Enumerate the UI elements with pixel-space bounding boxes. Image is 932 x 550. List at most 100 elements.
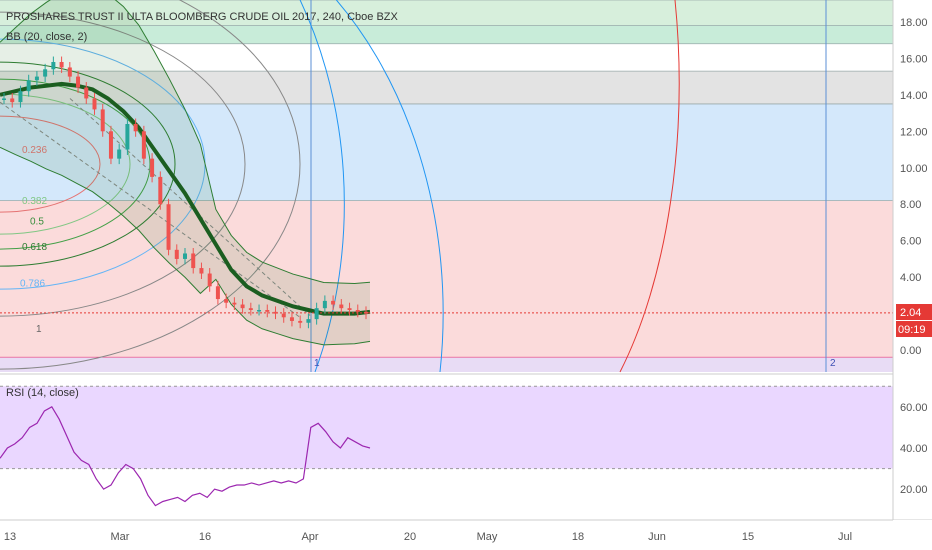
fib-level-label-4: 0.786 bbox=[20, 278, 45, 289]
time-fib-label-1: 2 bbox=[830, 358, 836, 369]
candle-body bbox=[76, 76, 81, 88]
candle-body bbox=[84, 87, 89, 99]
candle-body bbox=[289, 317, 294, 321]
fib-level-label-3: 0.618 bbox=[22, 242, 47, 253]
candle-body bbox=[207, 273, 212, 287]
candle-body bbox=[18, 91, 23, 103]
candle-body bbox=[51, 62, 56, 70]
fib-level-label-5: 1 bbox=[36, 324, 42, 335]
fib-circle-0 bbox=[0, 115, 101, 213]
candle-body bbox=[150, 158, 155, 177]
candle-body bbox=[364, 311, 368, 314]
candle-body bbox=[281, 313, 286, 318]
fib-level-label-0: 0.236 bbox=[22, 145, 47, 156]
fib-circle-2 bbox=[0, 78, 151, 250]
time-tick-label: Mar bbox=[111, 531, 130, 543]
bollinger-bands bbox=[0, 0, 893, 346]
candle-body bbox=[125, 124, 130, 150]
rsi-tick-label: 20.00 bbox=[900, 484, 928, 496]
fib-circle-5 bbox=[0, 11, 246, 317]
candle-body bbox=[224, 299, 229, 303]
countdown-badge-bg bbox=[896, 321, 932, 337]
candle-body bbox=[26, 80, 31, 92]
rsi-line bbox=[0, 406, 371, 507]
price-zone-2 bbox=[0, 43, 893, 72]
candle-body bbox=[158, 176, 163, 205]
candle-body bbox=[2, 98, 6, 100]
price-badge-value: 2.04 bbox=[900, 307, 921, 319]
price-zone-lowest bbox=[0, 357, 893, 372]
time-tick-label: 18 bbox=[572, 531, 584, 543]
candle-body bbox=[67, 67, 72, 77]
candle-body bbox=[347, 308, 352, 310]
fib-arc-blue bbox=[299, 0, 345, 373]
price-zone-0 bbox=[0, 0, 893, 26]
price-zone-5 bbox=[0, 200, 893, 358]
time-tick-label: May bbox=[477, 531, 498, 543]
price-candles bbox=[2, 56, 368, 329]
candle-body bbox=[92, 98, 97, 110]
candle-body bbox=[215, 286, 220, 300]
rsi-tick-label: 40.00 bbox=[900, 443, 928, 455]
time-tick-label: Apr bbox=[301, 531, 318, 543]
price-badge: 2.04 09:19 bbox=[896, 304, 932, 337]
candle-body bbox=[298, 320, 303, 323]
fib-circle-3 bbox=[0, 61, 176, 267]
price-tick-label: 12.00 bbox=[900, 126, 928, 138]
candle-body bbox=[199, 268, 204, 274]
fib-circle-1 bbox=[0, 93, 131, 235]
corner-box bbox=[893, 520, 932, 550]
bb-basis-line bbox=[0, 81, 371, 316]
candle-body bbox=[191, 253, 196, 269]
price-tick-label: 6.00 bbox=[900, 236, 921, 248]
candle-body bbox=[100, 109, 105, 132]
candle-body bbox=[34, 76, 39, 81]
candle-body bbox=[273, 311, 278, 314]
price-tick-label: 10.00 bbox=[900, 163, 928, 175]
fib-arc-blue-2 bbox=[335, 0, 444, 373]
chart-title: PROSHARES TRUST II ULTA BLOOMBERG CRUDE … bbox=[6, 11, 399, 23]
price-tick-label: 0.00 bbox=[900, 345, 921, 357]
fib-arc-red bbox=[619, 0, 680, 373]
price-tick-label: 8.00 bbox=[900, 199, 921, 211]
price-badge-bg bbox=[896, 304, 932, 320]
time-fib-label-0: 1 bbox=[314, 358, 320, 369]
time-tick-label: Jun bbox=[648, 531, 666, 543]
candle-body bbox=[117, 149, 122, 159]
fib-circle-6 bbox=[0, 0, 301, 370]
candle-body bbox=[43, 69, 48, 77]
candle-body bbox=[257, 310, 262, 312]
candle-body bbox=[232, 302, 237, 305]
candle-body bbox=[174, 249, 179, 259]
price-axis-bg bbox=[893, 0, 932, 550]
candle-body bbox=[265, 310, 270, 312]
price-tick-label: 16.00 bbox=[900, 53, 928, 65]
bb-lower-band bbox=[0, 146, 371, 346]
countdown-badge-value: 09:19 bbox=[898, 324, 926, 336]
candle-body bbox=[10, 98, 15, 103]
candle-body bbox=[322, 300, 327, 309]
price-tick-label: 4.00 bbox=[900, 272, 921, 284]
candle-body bbox=[141, 131, 146, 159]
rsi-pane bbox=[0, 373, 932, 507]
bb-indicator-label[interactable]: BB (20, close, 2) bbox=[6, 31, 87, 43]
horizontal-zones bbox=[0, 0, 893, 372]
trend-line-dashed-1 bbox=[0, 101, 301, 318]
candle-body bbox=[59, 62, 64, 68]
rsi-indicator-label[interactable]: RSI (14, close) bbox=[6, 387, 79, 399]
candle-body bbox=[339, 304, 344, 309]
time-tick-label: 20 bbox=[404, 531, 416, 543]
fib-drawings: 0.236 0.382 0.5 0.618 0.786 1 1 2 bbox=[0, 0, 836, 373]
candle-body bbox=[355, 310, 360, 312]
candle-body bbox=[183, 253, 187, 259]
price-zone-1 bbox=[0, 25, 893, 44]
bb-fill bbox=[0, 0, 370, 345]
price-tick-label: 18.00 bbox=[900, 17, 928, 29]
candle-body bbox=[248, 308, 253, 310]
candle-body bbox=[331, 300, 336, 305]
time-tick-label: 13 bbox=[4, 531, 16, 543]
candle-body bbox=[314, 308, 319, 320]
